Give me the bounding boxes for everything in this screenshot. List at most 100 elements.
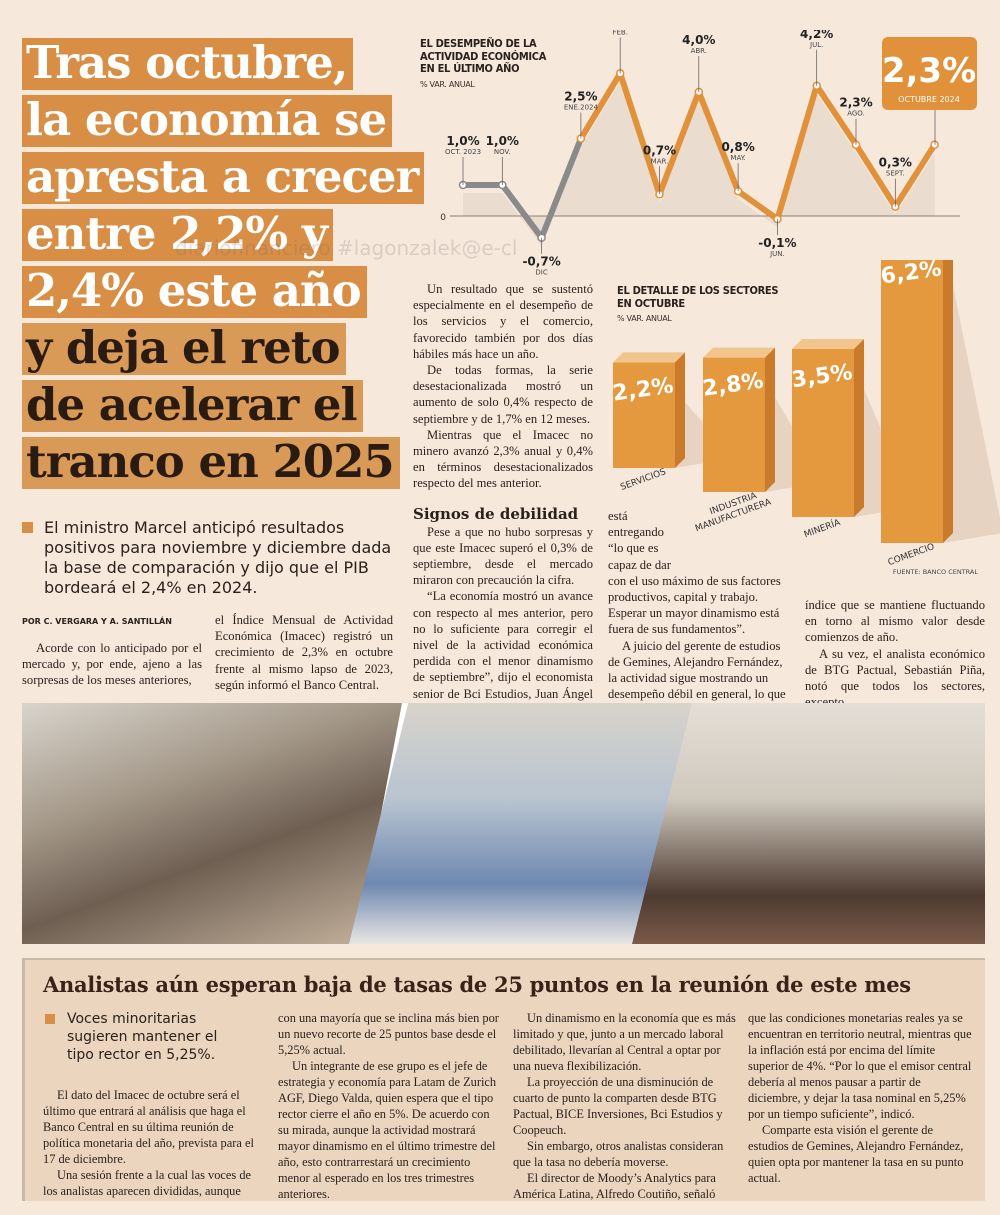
bar-chart-subtitle: % VAR. ANUAL	[617, 314, 672, 323]
line-chart-title: EL DESEMPEÑO DE LA ACTIVIDAD ECONÓMICA E…	[420, 37, 560, 89]
photo-strip	[22, 703, 985, 944]
headline: Tras octubre, la economía se apresta a c…	[22, 38, 425, 494]
data-label: 1,0%	[446, 134, 479, 148]
paragraph: índice que se mantiene fluctuando en tor…	[805, 598, 985, 645]
data-point	[930, 140, 939, 149]
photo-store-shoppers	[22, 703, 402, 944]
article-column-2: el Índice Mensual de Actividad Económica…	[215, 612, 393, 693]
data-label: 0,3%	[879, 156, 912, 170]
line-segment	[774, 82, 820, 223]
headline-line: apresta a crecer	[22, 152, 425, 204]
bar-top	[792, 339, 864, 349]
highlight-box	[882, 37, 977, 110]
photo-classroom	[632, 703, 985, 944]
line-segment	[853, 141, 899, 210]
sidebar-column-3: Un dinamismo en la economía que es más l…	[513, 1010, 738, 1202]
headline-line: Tras octubre,	[22, 38, 354, 90]
sidebar-column-2: con una mayoría que se inclina más bien …	[278, 1010, 503, 1202]
highlight-label: OCTUBRE 2024	[898, 95, 960, 104]
bar	[703, 357, 765, 492]
paragraph: el Índice Mensual de Actividad Económica…	[215, 613, 393, 692]
sidebar-box: Analistas aún esperan baja de tasas de 2…	[22, 958, 985, 1201]
chart-wrap-spacer	[672, 508, 792, 568]
line-chart-area	[463, 81, 935, 246]
paragraph: Mientras que el Imacec no minero avanzó …	[413, 427, 593, 491]
bar-side	[854, 339, 864, 517]
paragraph: que las condiciones monetarias reales ya…	[748, 1011, 972, 1121]
line-segment	[695, 89, 742, 195]
bar-category-label: SERVICIOS	[619, 467, 668, 493]
article-column-1: POR C. VERGARA Y A. SANTILLÁN Acorde con…	[22, 617, 202, 689]
article-column-4: está entregando “lo que es capaz de dar …	[608, 508, 792, 719]
highlight-value: 2,3%	[882, 51, 976, 91]
data-label: 4,0%	[682, 33, 715, 47]
bar-side	[765, 347, 775, 492]
subheading: Signos de debilidad	[413, 504, 579, 523]
bar	[881, 260, 943, 543]
sidebar-lead-text: Voces minoritarias sugieren mantener el …	[67, 1011, 218, 1063]
bar-chart-title-text: EL DETALLE DE LOS SECTORES EN OCTUBRE	[617, 284, 779, 310]
bar-top	[613, 352, 685, 363]
data-label: 4,2%	[800, 30, 833, 41]
paragraph: Una sesión frente a la cual las voces de…	[43, 1168, 252, 1198]
bullet-square-icon	[22, 522, 33, 533]
paragraph: El director de Moody’s Analytics para Am…	[513, 1171, 716, 1201]
bar-chart: 2,2%SERVICIOS2,8%INDUSTRIAMANUFACTURERA3…	[611, 260, 1000, 576]
bar-top	[703, 347, 775, 358]
line-segment	[617, 70, 663, 198]
x-tick-label: MAR.	[651, 157, 669, 165]
x-tick-label: SEPT.	[886, 170, 905, 178]
data-label: 0,8%	[721, 140, 754, 154]
paragraph: Un resultado que se sustentó especialmen…	[413, 282, 593, 361]
line-segment	[577, 70, 624, 142]
data-label: 2,5%	[564, 90, 597, 104]
bar-chart-title: EL DETALLE DE LOS SECTORES EN OCTUBRE % V…	[617, 284, 787, 323]
paragraph: está entregando “lo que es capaz de dar …	[608, 509, 781, 637]
headline-line: la economía se	[22, 95, 393, 147]
bar-category-label: COMERCIO	[887, 542, 936, 568]
data-label: -0,7%	[522, 255, 560, 269]
byline: POR C. VERGARA Y A. SANTILLÁN	[22, 617, 172, 626]
line-segment	[538, 135, 584, 241]
paragraph: De todas formas, la serie desestacionali…	[413, 363, 593, 426]
line-segment	[735, 188, 781, 223]
x-tick-label: OCT. 2023	[445, 148, 481, 156]
paragraph: Sin embargo, otros analistas consideran …	[513, 1139, 724, 1169]
paragraph: A su vez, el analista económico de BTG P…	[805, 646, 985, 710]
bar-category-label: MINERÍA	[802, 516, 843, 541]
line-chart: 01,0%OCT. 20231,0%NOV.-0,7%DIC2,5%ENE.20…	[440, 30, 977, 277]
article-column-5: índice que se mantiene fluctuando en tor…	[805, 597, 985, 710]
paragraph: El dato del Imacec de octubre será el úl…	[43, 1088, 254, 1166]
paragraph: con una mayoría que se inclina más bien …	[278, 1011, 499, 1057]
data-label: -0,1%	[758, 236, 796, 250]
sidebar-title: Analistas aún esperan baja de tasas de 2…	[43, 972, 911, 997]
headline-line: de acelerar el	[22, 380, 363, 432]
x-tick-label: MAY.	[730, 154, 745, 162]
paragraph: Un dinamismo en la economía que es más l…	[513, 1011, 736, 1073]
x-tick-label: NOV.	[494, 148, 511, 156]
headline-line: y deja el reto	[22, 323, 346, 375]
line-segment	[499, 182, 545, 241]
chart-source: FUENTE: BANCO CENTRAL	[893, 568, 978, 576]
x-tick-label: ENE.2024	[564, 104, 599, 112]
headline-line: tranco en 2025	[22, 437, 400, 489]
bar	[792, 349, 854, 517]
data-label: 1,0%	[486, 134, 519, 148]
paragraph: La proyección de una disminución de cuar…	[513, 1075, 723, 1137]
bar-side	[943, 260, 953, 543]
bar-shadow	[943, 285, 1000, 543]
y-tick-label: 0	[440, 213, 446, 223]
data-label: 2,3%	[839, 96, 872, 110]
x-tick-label: JUN.	[769, 250, 785, 258]
line-chart-title-text: EL DESEMPEÑO DE LA ACTIVIDAD ECONÓMICA E…	[420, 37, 547, 75]
headline-line: 2,4% este año	[22, 266, 367, 318]
line-segment	[656, 89, 702, 198]
sidebar-column-1: El dato del Imacec de octubre será el úl…	[43, 1087, 265, 1199]
sidebar-lead: Voces minoritarias sugieren mantener el …	[45, 1010, 245, 1064]
data-label: 0,7%	[643, 143, 676, 157]
sidebar-column-4: que las condiciones monetarias reales ya…	[748, 1010, 973, 1186]
headline-line: entre 2,2% y	[22, 209, 334, 261]
line-chart-subtitle: % VAR. ANUAL	[420, 79, 475, 89]
bar-side	[675, 352, 685, 468]
bar	[613, 362, 675, 468]
